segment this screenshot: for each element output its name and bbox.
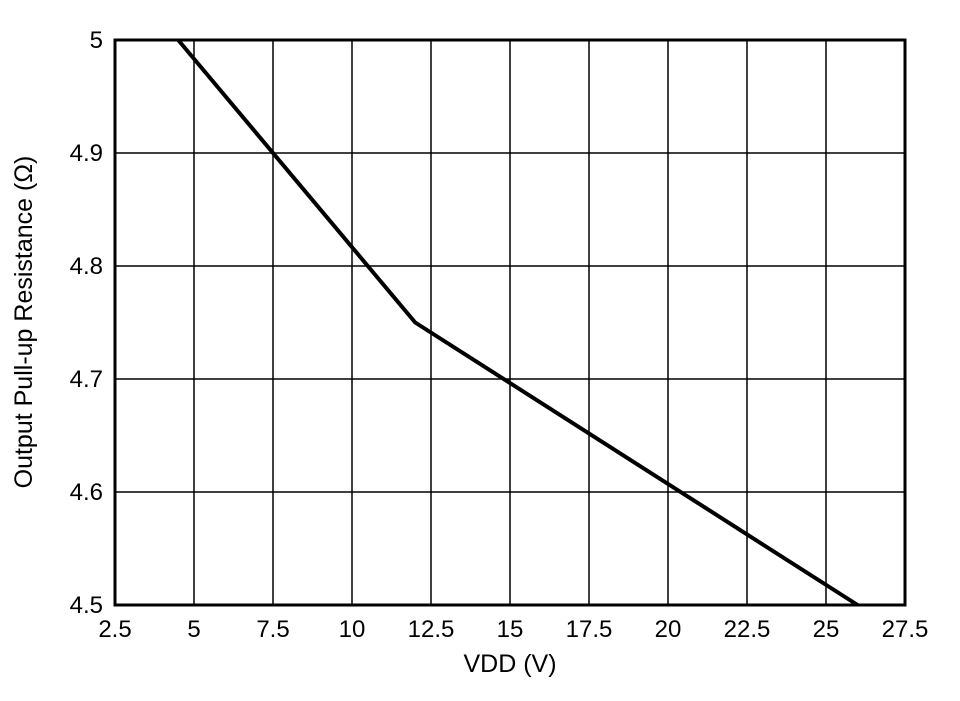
grid-layer: [115, 40, 905, 605]
y-tick-label: 4.6: [70, 479, 103, 506]
x-tick-label: 17.5: [566, 616, 613, 643]
y-tick-label: 4.5: [70, 592, 103, 619]
x-tick-label: 2.5: [98, 616, 131, 643]
y-tick-label: 4.7: [70, 366, 103, 393]
x-tick-label: 27.5: [882, 616, 929, 643]
y-axis-label: Output Pull-up Resistance (Ω): [10, 156, 38, 489]
x-tick-label: 15: [497, 616, 524, 643]
series-layer: [176, 38, 859, 607]
x-tick-label: 10: [339, 616, 366, 643]
y-tick-labels: 4.5 4.6 4.7 4.8 4.9 5: [70, 27, 103, 619]
data-line: [176, 38, 859, 607]
y-tick-label: 4.9: [70, 140, 103, 167]
x-tick-label: 7.5: [256, 616, 289, 643]
x-tick-labels: 2.5 5 7.5 10 12.5 15 17.5 20 22.5 25 27.5: [98, 616, 928, 643]
x-tick-label: 22.5: [724, 616, 771, 643]
x-tick-label: 20: [655, 616, 682, 643]
x-axis-label: VDD (V): [463, 650, 556, 678]
y-tick-label: 4.8: [70, 253, 103, 280]
x-tick-label: 25: [813, 616, 840, 643]
plot-border: [113, 38, 907, 607]
x-tick-label: 12.5: [408, 616, 455, 643]
y-tick-label: 5: [90, 27, 103, 54]
x-tick-label: 5: [187, 616, 200, 643]
